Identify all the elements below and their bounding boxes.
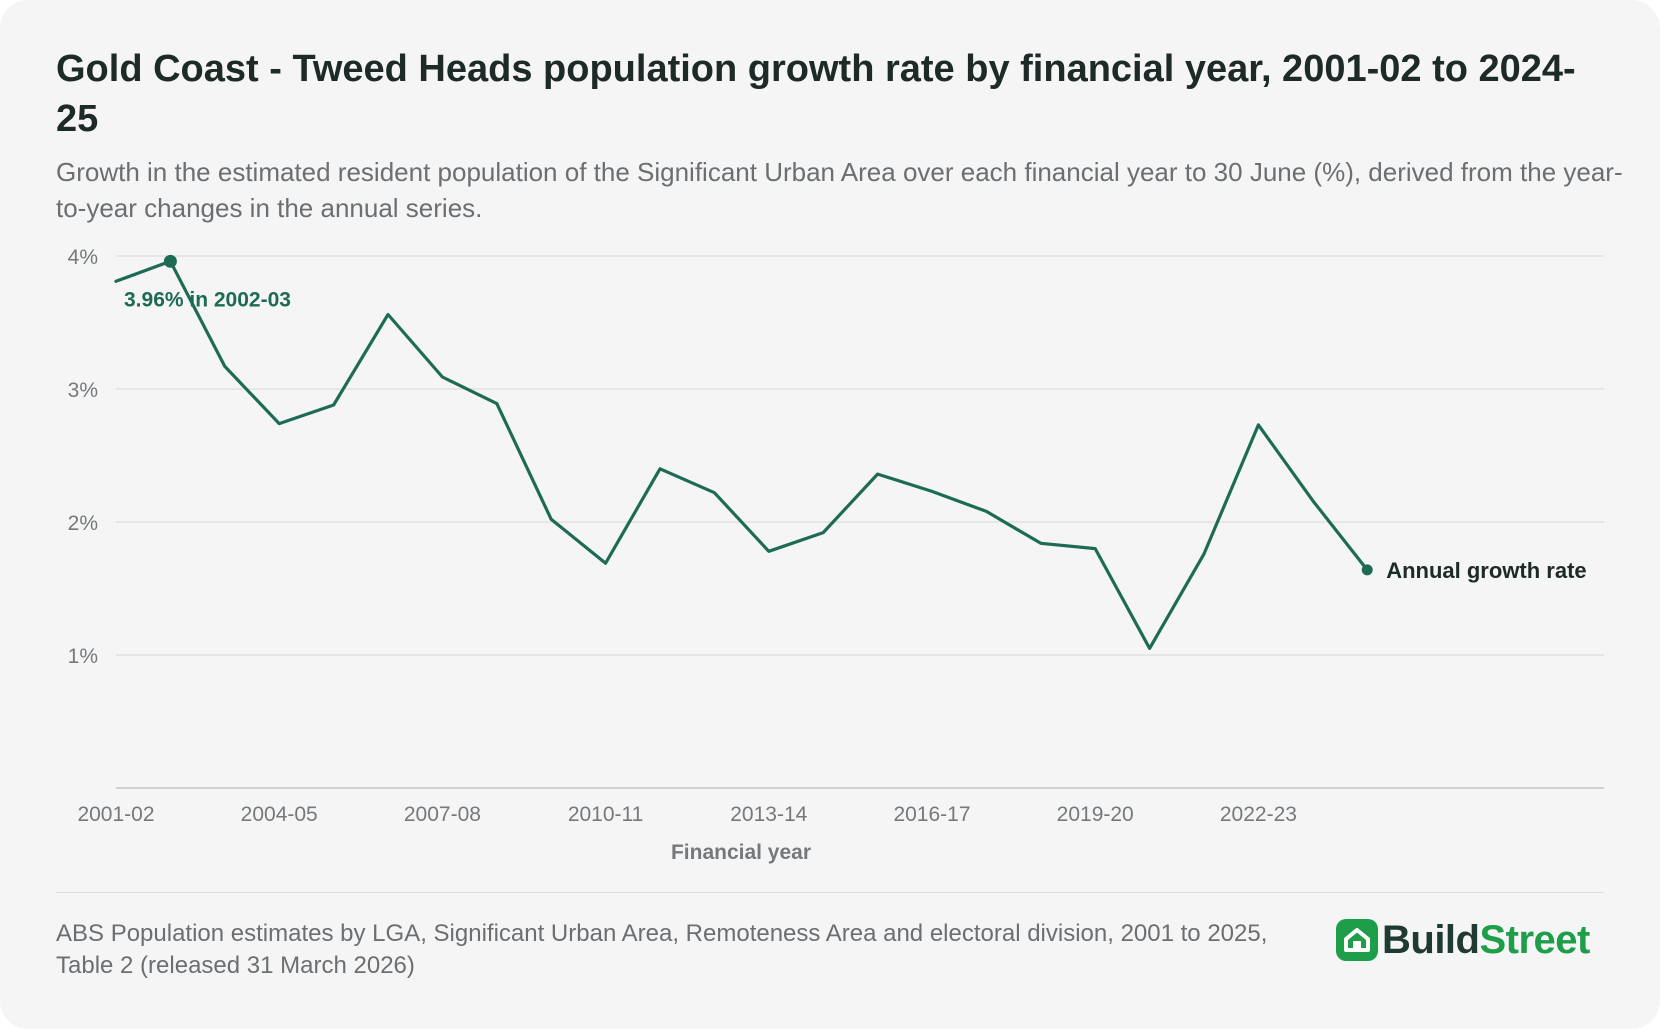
chart-subtitle: Growth in the estimated resident populat… xyxy=(56,157,1623,223)
footer-divider xyxy=(56,892,1604,893)
chart-title: Gold Coast - Tweed Heads population grow… xyxy=(56,48,1576,140)
source-note: ABS Population estimates by LGA, Signifi… xyxy=(56,920,1268,979)
x-axis-labels: 2001-02 2004-05 2007-08 2010-11 2013-14 2016-… xyxy=(77,803,1296,826)
line-chart: 1% 2% 3% 4% 2001-02 2004-05 2007-08 2010-11 201… xyxy=(68,246,1604,864)
y-tick-label: 4% xyxy=(68,246,98,269)
grid-lines xyxy=(116,255,1604,656)
annotation-marker xyxy=(163,254,177,268)
annotation-label: 3.96% in 2002-03 xyxy=(124,288,291,311)
x-tick-label: 2022-23 xyxy=(1220,803,1297,826)
x-axis-title: Financial year xyxy=(671,841,811,864)
x-tick-label: 2001-02 xyxy=(77,803,154,826)
x-tick-label: 2013-14 xyxy=(730,803,807,826)
logo-text-build: Build xyxy=(1382,917,1480,962)
y-axis-labels: 1% 2% 3% 4% xyxy=(68,246,98,668)
x-tick-label: 2007-08 xyxy=(404,803,481,826)
x-tick-label: 2019-20 xyxy=(1057,803,1134,826)
series-end-marker xyxy=(1361,564,1373,576)
y-tick-label: 1% xyxy=(68,645,98,668)
x-tick-label: 2016-17 xyxy=(893,803,970,826)
house-icon xyxy=(1336,919,1378,961)
x-tick-label: 2010-11 xyxy=(568,803,644,826)
logo-text-street: Street xyxy=(1479,917,1590,962)
buildstreet-logo: Build Street xyxy=(1336,916,1590,964)
series-label: Annual growth rate xyxy=(1386,558,1586,583)
x-tick-label: 2004-05 xyxy=(241,803,318,826)
series-line xyxy=(114,259,1369,650)
y-tick-label: 2% xyxy=(68,512,98,535)
y-tick-label: 3% xyxy=(68,379,98,402)
